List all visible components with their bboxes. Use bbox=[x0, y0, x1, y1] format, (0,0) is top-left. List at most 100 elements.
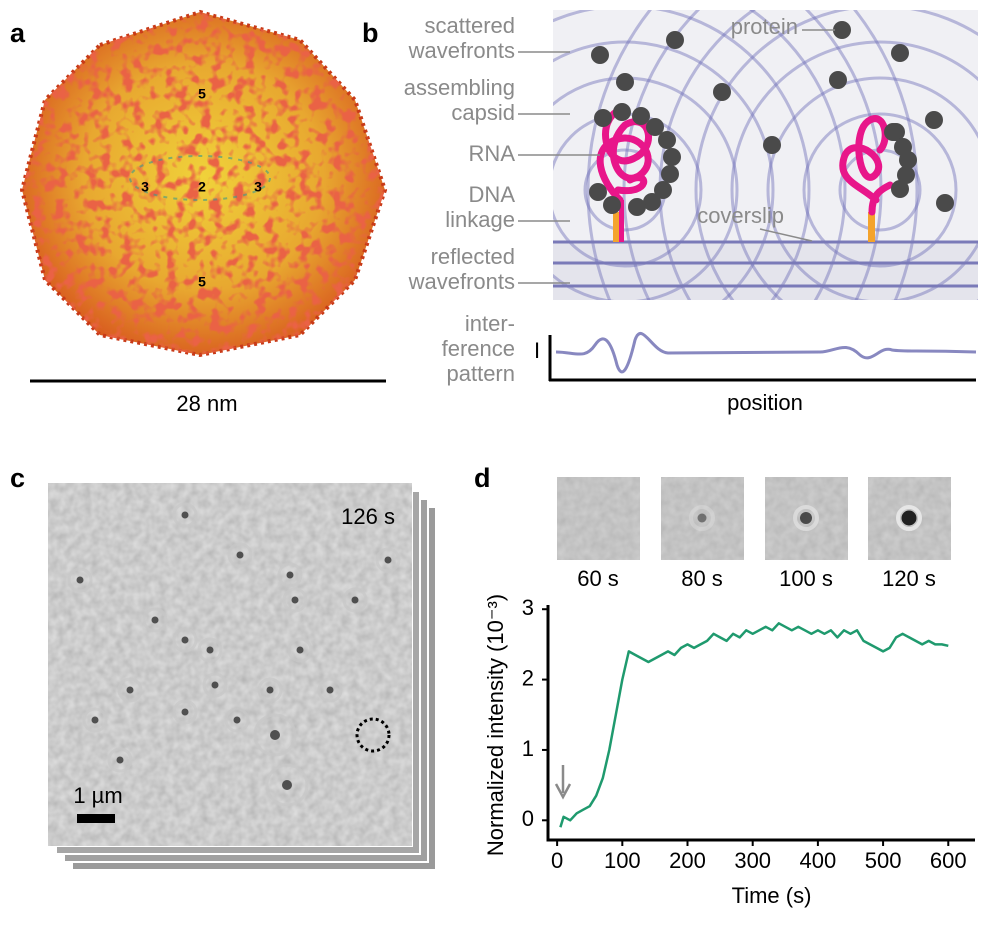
y-tick-label: 2 bbox=[522, 665, 534, 690]
wavefront bbox=[852, 10, 919, 300]
protein-dot bbox=[591, 46, 609, 64]
speck-ring bbox=[107, 747, 133, 773]
symmetry-label: 3 bbox=[141, 179, 149, 195]
wavefront bbox=[748, 10, 847, 300]
thumbnail-ring bbox=[896, 505, 922, 531]
wavefront bbox=[730, 40, 978, 300]
scale-label: 1 µm bbox=[73, 783, 122, 808]
schematic-label: wavefronts bbox=[408, 38, 515, 63]
speck bbox=[384, 556, 392, 564]
y-tick-label: 0 bbox=[522, 806, 534, 831]
panel-label: a bbox=[10, 18, 26, 48]
speck-ring bbox=[265, 763, 309, 807]
y-tick-label: 3 bbox=[522, 595, 534, 620]
thumbnail-label: 100 s bbox=[779, 566, 833, 591]
symmetry-label: 3 bbox=[254, 179, 262, 195]
protein-dot bbox=[646, 118, 664, 136]
arrow bbox=[554, 765, 572, 800]
schematic-label: capsid bbox=[451, 100, 515, 125]
protein-dot bbox=[628, 198, 646, 216]
speck-ring bbox=[202, 672, 228, 698]
y-axis-label: Normalized intensity (10⁻³) bbox=[483, 594, 508, 856]
schematic-label: scattered bbox=[425, 13, 516, 38]
speck bbox=[91, 716, 99, 724]
schematic-label: assembling bbox=[404, 75, 515, 100]
speck-ring bbox=[375, 547, 401, 573]
speck-ring bbox=[253, 713, 297, 757]
speck bbox=[233, 716, 241, 724]
schematic-label: ference bbox=[442, 336, 515, 361]
speck bbox=[116, 756, 124, 764]
data-line bbox=[559, 622, 949, 828]
protein-dot bbox=[616, 73, 634, 91]
protein-dot bbox=[643, 193, 661, 211]
protein-dot bbox=[589, 183, 607, 201]
schematic-label: DNA bbox=[469, 182, 516, 207]
speck-ring bbox=[224, 707, 250, 733]
protein-dot bbox=[763, 136, 781, 154]
schematic-label: RNA bbox=[469, 141, 516, 166]
protein-dot bbox=[594, 109, 612, 127]
x-tick-label: 600 bbox=[930, 848, 967, 873]
protein-dot bbox=[666, 31, 684, 49]
speck bbox=[296, 646, 304, 654]
speck-ring bbox=[172, 627, 198, 653]
speck-ring bbox=[277, 562, 303, 588]
speck bbox=[282, 780, 292, 790]
protein-dot bbox=[661, 165, 679, 183]
schematic bbox=[553, 10, 978, 300]
protein-dot bbox=[897, 166, 915, 184]
speck bbox=[291, 596, 299, 604]
wavefront bbox=[553, 40, 775, 300]
protein-dot bbox=[899, 151, 917, 169]
schematic-label: wavefronts bbox=[408, 269, 515, 294]
protein-dot bbox=[936, 194, 954, 212]
x-tick-label: 100 bbox=[604, 848, 641, 873]
protein-dot bbox=[833, 21, 851, 39]
axis-label: position bbox=[727, 390, 803, 415]
protein-dot bbox=[654, 181, 672, 199]
speck bbox=[211, 681, 219, 689]
speck-ring bbox=[117, 677, 143, 703]
image-stack bbox=[47, 482, 437, 871]
protein-dot bbox=[632, 107, 650, 125]
thumbnail-ring bbox=[793, 505, 819, 531]
time-label: 126 s bbox=[341, 504, 395, 529]
speck bbox=[181, 636, 189, 644]
thumbnail-spot bbox=[697, 513, 707, 523]
protein-dot bbox=[829, 71, 847, 89]
speck bbox=[126, 686, 134, 694]
speck bbox=[206, 646, 214, 654]
protein-dot bbox=[891, 44, 909, 62]
x-axis-label: Time (s) bbox=[732, 883, 812, 908]
protein-dot bbox=[884, 123, 902, 141]
wavefront bbox=[694, 10, 978, 300]
symmetry-label: 5 bbox=[198, 274, 206, 290]
speck bbox=[326, 686, 334, 694]
speck-ring bbox=[142, 607, 168, 633]
thumbnail-grain bbox=[557, 477, 640, 560]
protein-label: protein bbox=[731, 14, 798, 39]
protein-dot bbox=[663, 148, 681, 166]
leader-line bbox=[759, 228, 813, 242]
scale-label: 28 nm bbox=[176, 391, 237, 416]
wavefront bbox=[766, 76, 978, 300]
symmetry-label: 2 bbox=[198, 179, 206, 195]
speck bbox=[236, 551, 244, 559]
speck-ring bbox=[82, 707, 108, 733]
speck bbox=[266, 686, 274, 694]
thumbnail-label: 60 s bbox=[577, 566, 619, 591]
schematic-label: inter- bbox=[465, 311, 515, 336]
capsid-image bbox=[19, 9, 388, 358]
wavefront bbox=[802, 112, 958, 268]
protein-dot bbox=[613, 103, 631, 121]
axis-label: I bbox=[534, 338, 540, 363]
speck-ring bbox=[172, 502, 198, 528]
protein-dot bbox=[891, 180, 909, 198]
schematic-label: pattern bbox=[447, 361, 516, 386]
speck bbox=[76, 576, 84, 584]
speck bbox=[151, 616, 159, 624]
panel-label: b bbox=[362, 18, 379, 48]
x-tick-label: 300 bbox=[734, 848, 771, 873]
